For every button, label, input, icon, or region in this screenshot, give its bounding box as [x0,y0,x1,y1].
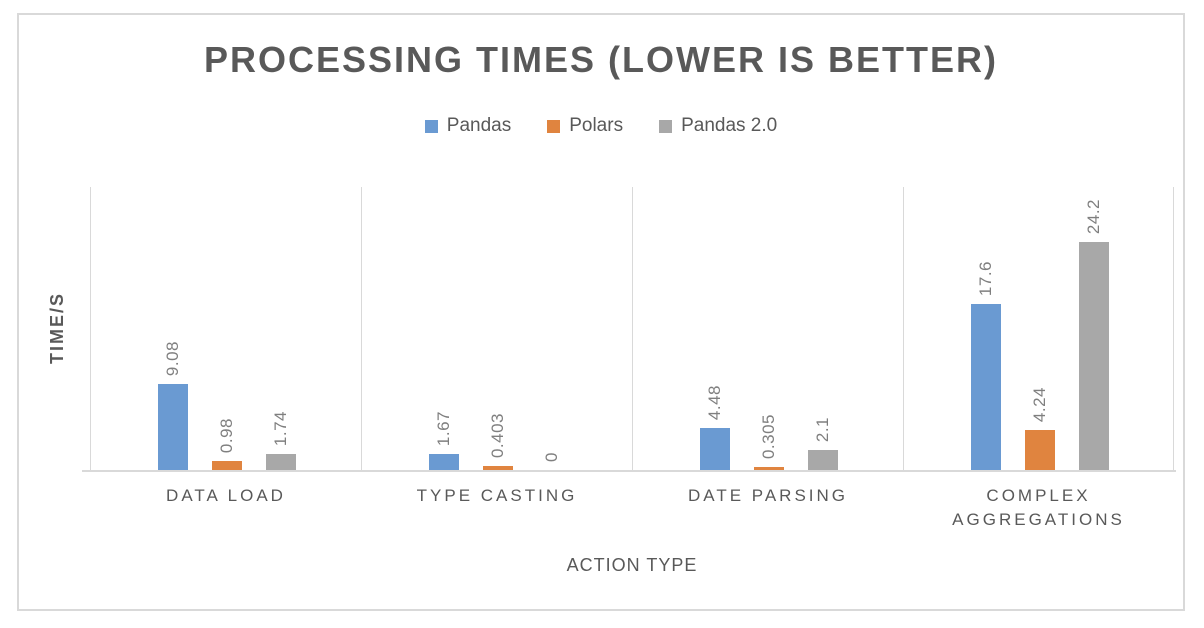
bar-pandas-2-0-data-load [265,454,296,470]
chart-title: PROCESSING TIMES (LOWER IS BETTER) [203,39,999,80]
bar-pandas-type-casting [428,454,459,470]
value-label-polars-complex-aggregations: 4.24 [1029,386,1049,422]
legend: Pandas Polars Pandas 2.0 [19,115,1183,137]
bar-polars-type-casting [482,466,513,470]
legend-item-polars: Polars [547,115,623,137]
bar-pandas-data-load [157,384,188,470]
legend-item-pandas-2-0: Pandas 2.0 [659,115,777,137]
plot-area: 9.08 0.98 1.74 DATA LOAD 1.67 0.403 0 TYPE CAST… [90,187,1174,529]
legend-swatch-icon [547,119,561,133]
value-label-pandas-complex-aggregations: 17.6 [975,260,995,296]
category-label-date-parsing: DATE PARSING [687,486,849,505]
value-label-pandas-date-parsing: 4.48 [704,384,724,420]
legend-swatch-icon [424,119,438,133]
legend-label: Polars [569,115,624,136]
bar-polars-date-parsing [753,467,784,470]
value-label-polars-data-load: 0.98 [216,417,236,453]
y-axis-title-wrap: TIME/S [45,187,69,470]
legend-label: Pandas [446,115,512,136]
category-panel-complex-aggregations: 17.6 4.24 24.2 COMPLEX AGGREGATIONS [903,187,1174,529]
value-label-pandas-data-load: 9.08 [162,340,182,376]
bar-polars-complex-aggregations [1024,430,1055,470]
x-axis-title: ACTION TYPE [566,555,698,575]
value-label-pandas-2-0-type-casting: 0 [541,452,561,462]
bar-pandas-2-0-date-parsing [807,450,838,470]
y-axis-title: TIME/S [46,292,67,365]
bar-pandas-date-parsing [699,428,730,470]
value-label-pandas-2-0-data-load: 1.74 [270,410,290,446]
chart-frame: PROCESSING TIMES (LOWER IS BETTER) Panda… [17,13,1185,611]
bar-pandas-2-0-complex-aggregations [1078,242,1109,470]
value-label-pandas-type-casting: 1.67 [433,410,453,446]
category-panel-data-load: 9.08 0.98 1.74 DATA LOAD [90,187,361,505]
value-label-polars-date-parsing: 0.305 [758,413,778,459]
category-label-data-load: DATA LOAD [166,486,286,505]
category-panel-date-parsing: 4.48 0.305 2.1 DATE PARSING [632,187,903,505]
category-panel-type-casting: 1.67 0.403 0 TYPE CASTING [361,187,632,505]
value-label-pandas-2-0-complex-aggregations: 24.2 [1083,198,1103,234]
legend-label: Pandas 2.0 [681,115,778,136]
value-label-pandas-2-0-date-parsing: 2.1 [812,416,832,442]
legend-swatch-icon [659,119,673,133]
legend-item-pandas: Pandas [424,115,512,137]
x-axis-line [82,470,1176,472]
bar-pandas-complex-aggregations [970,304,1001,470]
category-label-complex-aggregations: COMPLEX AGGREGATIONS [952,486,1125,529]
value-label-polars-type-casting: 0.403 [487,412,507,458]
category-label-type-casting: TYPE CASTING [416,486,578,505]
bar-polars-data-load [211,461,242,470]
